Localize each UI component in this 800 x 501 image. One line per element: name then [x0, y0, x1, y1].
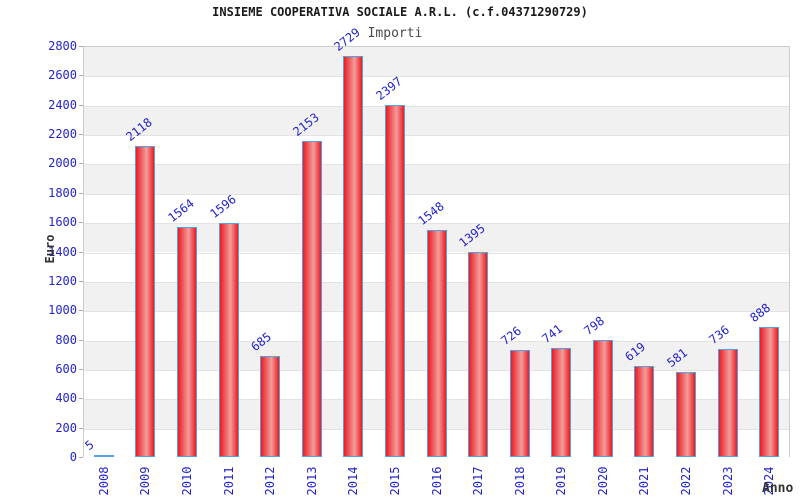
y-tick-label: 600: [55, 361, 77, 376]
chart-title: INSIEME COOPERATIVA SOCIALE A.R.L. (c.f.…: [212, 5, 588, 19]
y-tick-label: 1600: [48, 215, 77, 230]
x-axis-title: Anno: [762, 481, 794, 496]
x-tick-label: 2010: [179, 466, 194, 496]
y-tick-mark: [79, 280, 83, 282]
bar: [426, 230, 447, 457]
bar: [634, 366, 655, 457]
plot-band: [84, 76, 789, 106]
gridline: [84, 223, 789, 225]
bar: [301, 141, 322, 457]
y-tick-label: 400: [55, 391, 77, 406]
gridline: [84, 76, 789, 78]
x-tick-label: 2011: [221, 466, 236, 496]
y-tick-label: 2400: [48, 97, 77, 112]
y-tick-mark: [79, 46, 83, 47]
bar: [509, 350, 530, 457]
gridline: [84, 135, 789, 137]
y-tick-mark: [79, 134, 83, 136]
x-tick-label: 2019: [554, 466, 569, 496]
bar: [260, 356, 281, 457]
y-axis-title: Euro: [43, 234, 57, 264]
y-tick-mark: [79, 398, 83, 400]
x-tick-label: 2020: [595, 466, 610, 496]
bar: [343, 56, 364, 457]
y-tick-label: 1800: [48, 185, 77, 200]
x-tick-label: 2013: [304, 466, 319, 496]
x-tick-label: 2014: [346, 466, 361, 496]
bar: [592, 340, 613, 457]
y-tick-label: 1200: [48, 273, 77, 288]
x-tick-label: 2023: [720, 466, 735, 496]
y-tick-label: 2000: [48, 156, 77, 171]
bar: [717, 349, 738, 457]
x-tick-label: 2017: [471, 466, 486, 496]
gridline: [84, 105, 789, 107]
x-tick-label: 2021: [637, 466, 652, 496]
chart-subtitle: Importi: [367, 26, 423, 41]
plot-band: [84, 135, 789, 165]
y-tick-mark: [79, 368, 83, 370]
plot-band: [84, 164, 789, 194]
y-tick-label: 1000: [48, 303, 77, 318]
gridline: [84, 193, 789, 195]
y-tick-mark: [79, 192, 83, 194]
y-tick-mark: [79, 457, 83, 458]
y-tick-mark: [79, 251, 83, 253]
y-tick-label: 200: [55, 420, 77, 435]
gridline: [84, 164, 789, 166]
bar: [551, 348, 572, 457]
x-tick-label: 2015: [387, 466, 402, 496]
x-tick-label: 2018: [512, 466, 527, 496]
y-tick-mark: [79, 339, 83, 341]
plot-band: [84, 193, 789, 224]
bar: [759, 327, 780, 457]
bar: [676, 372, 697, 457]
y-tick-label: 2600: [48, 68, 77, 83]
y-tick-mark: [79, 222, 83, 224]
bar: [135, 146, 156, 457]
y-tick-mark: [79, 163, 83, 165]
y-tick-label: 800: [55, 332, 77, 347]
y-tick-label: 1400: [48, 244, 77, 259]
y-tick-label: 2800: [48, 39, 77, 53]
bar: [218, 223, 239, 457]
x-tick-label: 2009: [138, 466, 153, 496]
bar: [93, 455, 114, 457]
plot-band: [84, 105, 789, 136]
y-tick-mark: [79, 310, 83, 312]
bar: [384, 105, 405, 457]
y-tick-mark: [79, 104, 83, 106]
x-tick-label: 2016: [429, 466, 444, 496]
x-tick-label: 2008: [96, 466, 111, 496]
x-tick-label: 2012: [263, 466, 278, 496]
x-tick-label: 2022: [679, 466, 694, 496]
y-tick-mark: [79, 75, 83, 77]
y-tick-label: 2200: [48, 127, 77, 142]
y-tick-label: 0: [69, 450, 77, 464]
plot-band: [84, 47, 789, 77]
bar: [176, 227, 197, 457]
bar: [468, 252, 489, 457]
y-tick-mark: [79, 427, 83, 429]
